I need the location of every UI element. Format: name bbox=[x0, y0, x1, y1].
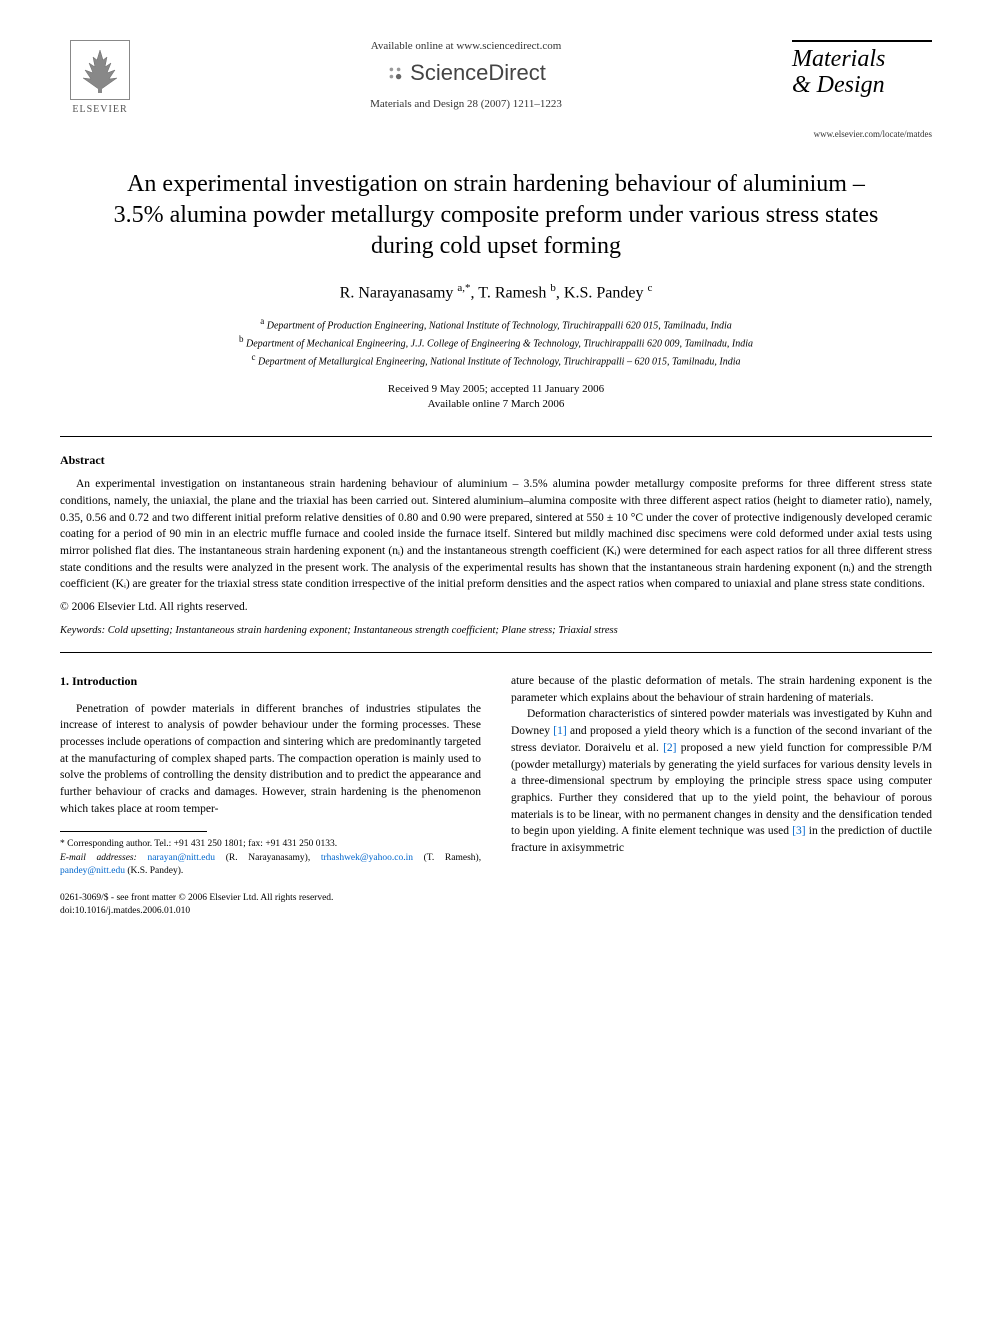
issn-line: 0261-3069/$ - see front matter © 2006 El… bbox=[60, 892, 481, 905]
abstract-text: An experimental investigation on instant… bbox=[60, 476, 932, 593]
journal-title-line2: & Design bbox=[792, 72, 932, 98]
journal-title-line1: Materials bbox=[792, 46, 932, 72]
email-line: E-mail addresses: narayan@nitt.edu (R. N… bbox=[60, 852, 481, 879]
journal-title-box: Materials & Design bbox=[792, 40, 932, 99]
author-sep-2: , bbox=[556, 285, 564, 302]
article-title: An experimental investigation on strain … bbox=[100, 169, 892, 263]
copyright-text: © 2006 Elsevier Ltd. All rights reserved… bbox=[60, 601, 932, 613]
keywords-label: Keywords: bbox=[60, 625, 105, 636]
footnote-divider bbox=[60, 831, 207, 832]
abstract-heading: Abstract bbox=[60, 453, 932, 468]
available-online-text: Available online at www.sciencedirect.co… bbox=[140, 40, 792, 52]
authors: R. Narayanasamy a,*, T. Ramesh b, K.S. P… bbox=[60, 282, 932, 302]
author-1-sup: a,* bbox=[457, 282, 470, 294]
author-1: R. Narayanasamy bbox=[340, 285, 458, 302]
header-top: ELSEVIER Available online at www.science… bbox=[60, 40, 932, 139]
center-header: Available online at www.sciencedirect.co… bbox=[140, 40, 792, 110]
author-2: T. Ramesh bbox=[478, 285, 550, 302]
email-2[interactable]: trhashwek@yahoo.co.in bbox=[321, 853, 413, 863]
ref-link-2[interactable]: [2] bbox=[663, 742, 676, 754]
email-1[interactable]: narayan@nitt.edu bbox=[147, 853, 215, 863]
keywords: Keywords: Cold upsetting; Instantaneous … bbox=[60, 625, 932, 636]
email-3-name: (K.S. Pandey). bbox=[127, 866, 183, 876]
email-2-name: (T. Ramesh), bbox=[424, 853, 481, 863]
divider-bottom bbox=[60, 652, 932, 653]
doi-line: doi:10.1016/j.matdes.2006.01.010 bbox=[60, 905, 481, 918]
affiliation-b: b Department of Mechanical Engineering, … bbox=[60, 333, 932, 351]
email-label: E-mail addresses: bbox=[60, 853, 137, 863]
author-3-sup: c bbox=[647, 282, 652, 294]
divider-top bbox=[60, 436, 932, 437]
intro-para-2: Deformation characteristics of sintered … bbox=[511, 706, 932, 856]
column-left: 1. Introduction Penetration of powder ma… bbox=[60, 673, 481, 919]
bottom-info: 0261-3069/$ - see front matter © 2006 El… bbox=[60, 892, 481, 919]
available-date: Available online 7 March 2006 bbox=[60, 397, 932, 412]
intro-para-1-cont: ature because of the plastic deformation… bbox=[511, 673, 932, 706]
sciencedirect-icon bbox=[386, 64, 404, 82]
sciencedirect-logo: ScienceDirect bbox=[140, 60, 792, 86]
ref-link-3[interactable]: [3] bbox=[792, 825, 805, 837]
affiliation-c: c Department of Metallurgical Engineerin… bbox=[60, 351, 932, 369]
journal-badge: Materials & Design www.elsevier.com/loca… bbox=[792, 40, 932, 139]
article-dates: Received 9 May 2005; accepted 11 January… bbox=[60, 382, 932, 413]
column-right: ature because of the plastic deformation… bbox=[511, 673, 932, 919]
intro-para-1: Penetration of powder materials in diffe… bbox=[60, 701, 481, 818]
sciencedirect-text: ScienceDirect bbox=[410, 60, 546, 86]
author-3: K.S. Pandey bbox=[564, 285, 648, 302]
corresponding-author: * Corresponding author. Tel.: +91 431 25… bbox=[60, 838, 481, 851]
elsevier-label: ELSEVIER bbox=[72, 104, 127, 115]
email-1-name: (R. Narayanasamy), bbox=[226, 853, 311, 863]
affiliation-a: a Department of Production Engineering, … bbox=[60, 315, 932, 333]
ref-link-1[interactable]: [1] bbox=[553, 725, 566, 737]
elsevier-tree-icon bbox=[70, 40, 130, 100]
received-date: Received 9 May 2005; accepted 11 January… bbox=[60, 382, 932, 397]
journal-reference: Materials and Design 28 (2007) 1211–1223 bbox=[140, 98, 792, 110]
journal-url: www.elsevier.com/locate/matdes bbox=[792, 129, 932, 139]
keywords-text: Cold upsetting; Instantaneous strain har… bbox=[108, 625, 618, 636]
affiliations: a Department of Production Engineering, … bbox=[60, 315, 932, 370]
two-column-body: 1. Introduction Penetration of powder ma… bbox=[60, 673, 932, 919]
intro-heading: 1. Introduction bbox=[60, 673, 481, 690]
email-3[interactable]: pandey@nitt.edu bbox=[60, 866, 125, 876]
elsevier-logo: ELSEVIER bbox=[60, 40, 140, 130]
footnote-block: * Corresponding author. Tel.: +91 431 25… bbox=[60, 838, 481, 878]
